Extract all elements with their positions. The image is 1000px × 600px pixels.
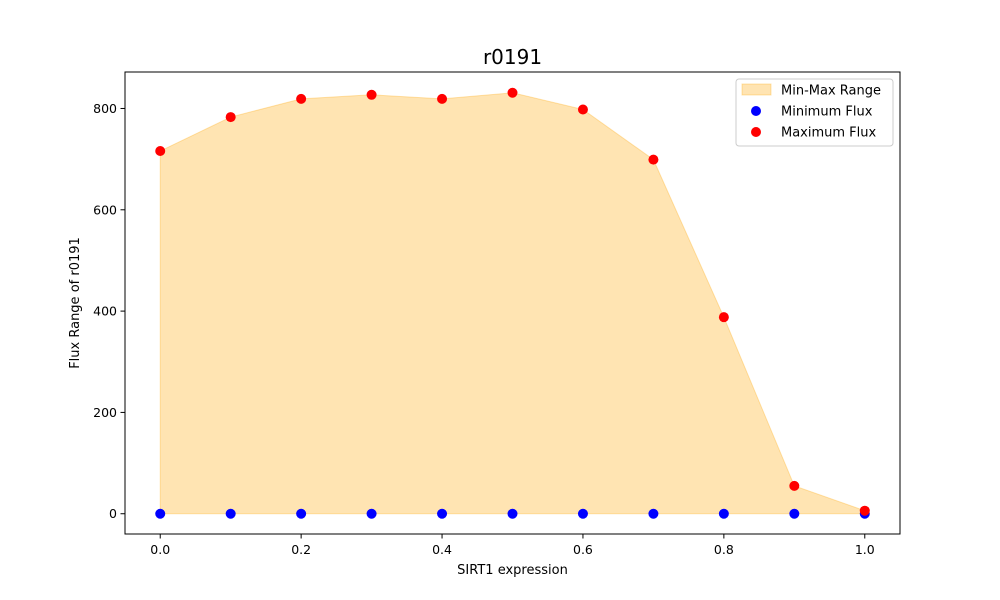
y-tick-label: 200 (93, 405, 117, 420)
maximum-flux-point (577, 104, 588, 115)
minimum-flux-point (225, 508, 236, 519)
min-max-range-fill (159, 92, 866, 515)
x-tick-label: 0.2 (291, 542, 311, 557)
y-axis-label: Flux Range of r0191 (68, 237, 83, 369)
x-tick-label: 0.4 (432, 542, 452, 557)
y-tick-label: 400 (93, 304, 117, 319)
x-tick-label: 0.0 (150, 542, 170, 557)
minimum-flux-point (507, 508, 518, 519)
maximum-flux-point (155, 146, 166, 157)
x-axis-label: SIRT1 expression (457, 563, 568, 578)
maximum-flux-points (155, 87, 870, 516)
minimum-flux-point (648, 508, 659, 519)
minimum-flux-point (296, 508, 307, 519)
minimum-flux-point (155, 508, 166, 519)
minimum-flux-point (718, 508, 729, 519)
legend-swatch-maximum-flux (751, 127, 761, 137)
y-tick-label: 800 (93, 101, 117, 116)
chart-title: r0191 (483, 45, 542, 69)
axes-frame (124, 71, 901, 535)
x-tick-label: 0.8 (714, 542, 734, 557)
x-tick-label: 0.6 (573, 542, 593, 557)
minimum-flux-point (789, 508, 800, 519)
maximum-flux-point (789, 480, 800, 491)
legend-label-min-max-range: Min-Max Range (781, 84, 881, 99)
legend-label-maximum-flux: Maximum Flux (781, 126, 877, 141)
maximum-flux-point (366, 89, 377, 100)
y-tick-label: 0 (109, 506, 117, 521)
maximum-flux-point (437, 93, 448, 104)
legend-box (735, 78, 894, 147)
y-axis-ticks: 0 200 400 600 800 (93, 101, 125, 521)
maximum-flux-point (296, 93, 307, 104)
maximum-flux-point (648, 154, 659, 165)
minimum-flux-point (437, 508, 448, 519)
maximum-flux-point (718, 312, 729, 323)
minimum-flux-point (577, 508, 588, 519)
minimum-flux-point (366, 508, 377, 519)
x-tick-label: 1.0 (855, 542, 875, 557)
legend-swatch-minimum-flux (751, 106, 761, 116)
legend: Min-Max Range Minimum Flux Maximum Flux (735, 78, 894, 147)
maximum-flux-point (507, 87, 518, 98)
x-axis-ticks: 0.0 0.2 0.4 0.6 0.8 1.0 (150, 534, 875, 557)
legend-label-minimum-flux: Minimum Flux (781, 105, 873, 120)
legend-swatch-min-max-range (741, 83, 772, 96)
y-tick-label: 600 (93, 202, 117, 217)
maximum-flux-point (859, 505, 870, 516)
plot-area (155, 87, 870, 519)
maximum-flux-point (225, 112, 236, 123)
